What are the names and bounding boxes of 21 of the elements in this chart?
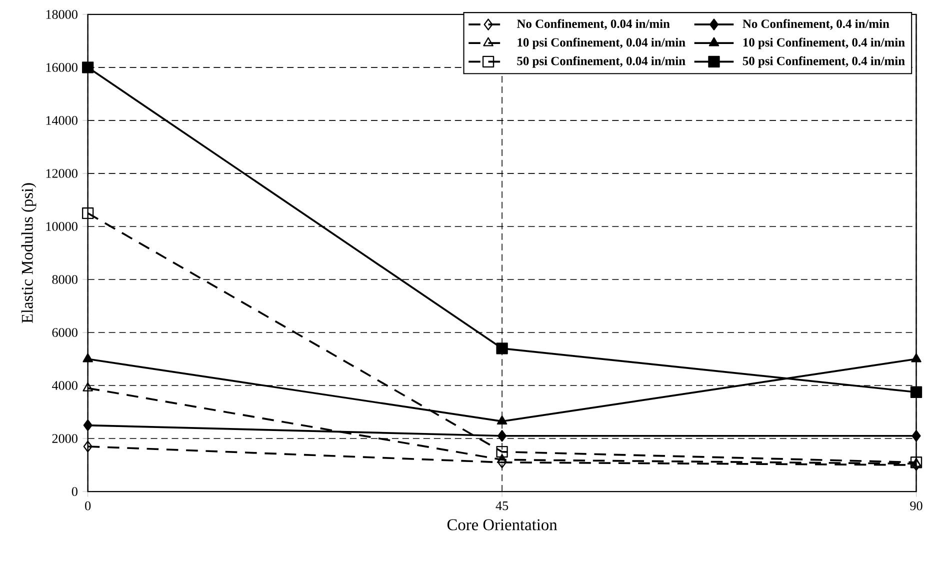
y-tick-label: 8000 xyxy=(52,275,78,284)
legend-label: No Confinement, 0.4 in/min xyxy=(742,19,890,30)
legend-label: 10 psi Confinement, 0.4 in/min xyxy=(743,38,905,50)
legend-label: 10 psi Confinement, 0.04 in/min xyxy=(518,38,686,50)
y-axis-title: Elastic Modulus (psi) xyxy=(21,183,36,324)
y-tick-label: 2000 xyxy=(52,434,78,444)
x-tick-label: 0 xyxy=(85,502,91,510)
y-tick-label: 4000 xyxy=(52,381,78,390)
x-tick-label: 45 xyxy=(496,502,508,510)
y-tick-label: 6000 xyxy=(52,328,78,338)
y-tick-label: 12000 xyxy=(46,169,78,178)
legend-label: 50 psi Confinement, 0.4 in/min xyxy=(742,56,905,68)
legend-label: No Confinement, 0.04 in/min xyxy=(516,19,670,30)
x-tick-label: 90 xyxy=(910,502,922,510)
y-tick-label: 10000 xyxy=(46,222,78,232)
x-axis-title: Core Orientation xyxy=(447,519,558,530)
y-tick-label: 0 xyxy=(72,487,78,496)
y-tick-label: 18000 xyxy=(46,10,78,19)
y-tick-label: 16000 xyxy=(46,63,78,72)
legend-label: 50 psi Confinement, 0.04 in/min xyxy=(517,56,686,68)
y-tick-label: 14000 xyxy=(46,116,78,126)
